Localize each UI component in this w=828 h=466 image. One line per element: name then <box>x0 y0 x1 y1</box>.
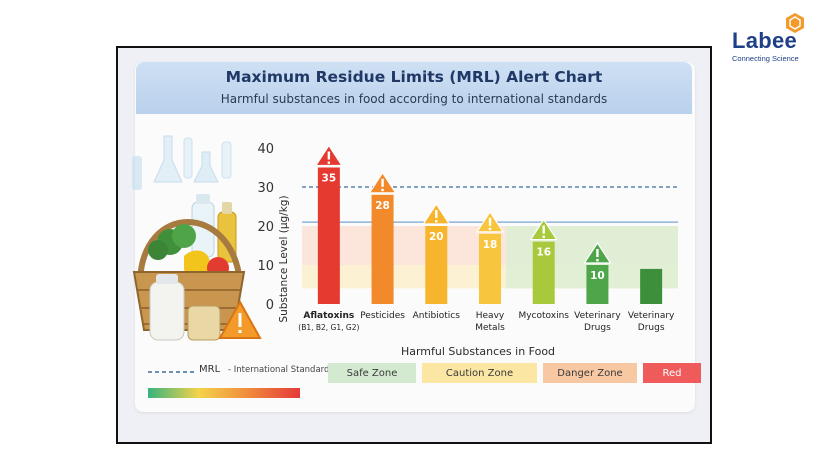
y-tick-label: 20 <box>258 220 274 235</box>
warning-icon-mark <box>327 151 331 160</box>
x-tick-label: Heavy <box>476 311 505 321</box>
bar <box>532 241 555 304</box>
brand-tagline: Connecting Science <box>732 54 799 63</box>
x-axis-labels: Aflatoxins (B1, B2, G1, G2)Pesticides Anti… <box>298 311 675 333</box>
y-tick-label: 10 <box>258 259 274 274</box>
warning-icon-dot <box>327 161 331 164</box>
x-tick-label: Veterinary <box>628 311 675 321</box>
y-tick-label: 30 <box>258 181 274 196</box>
y-tick-label: 0 <box>266 298 274 313</box>
warning-icon-mark <box>542 225 545 234</box>
warning-icon-dot <box>488 227 492 231</box>
mrl-line-swatch <box>148 371 196 373</box>
zone-legend-item: Caution Zone <box>422 363 537 383</box>
legend-mrl-label: MRL <box>199 364 221 375</box>
x-tick-label: Mycotoxins <box>518 311 569 321</box>
data-label: 28 <box>375 200 390 212</box>
data-label: 18 <box>483 239 498 251</box>
warning-icon-mark <box>488 217 492 226</box>
data-label: 20 <box>429 231 444 243</box>
x-tick-sublabel: Metals <box>475 323 505 333</box>
gradient-scale <box>148 388 300 398</box>
y-axis: 0 10 20 30 40 <box>258 142 678 313</box>
x-tick-sublabel: Drugs <box>584 323 611 333</box>
bar <box>317 167 340 304</box>
chart-header: Maximum Residue Limits (MRL) Alert Chart… <box>136 62 692 114</box>
warning-icon-mark <box>381 178 384 187</box>
data-label: 16 <box>536 247 551 259</box>
warning-icon-dot <box>596 259 599 262</box>
warning-icon-mark <box>596 249 599 257</box>
warning-icon-dot <box>542 235 545 238</box>
y-axis-title: Substance Level (µg/kg) <box>278 195 290 323</box>
chart-title: Maximum Residue Limits (MRL) Alert Chart <box>225 68 603 86</box>
zone-legend: Safe Zone Caution Zone Danger Zone Red <box>328 363 701 385</box>
x-tick-label: Aflatoxins <box>303 311 354 321</box>
warning-icon-dot <box>381 188 384 192</box>
x-axis-title: Harmful Substances in Food <box>400 345 556 358</box>
zone-legend-item: Red <box>643 363 701 383</box>
chart-frame: Maximum Residue Limits (MRL) Alert Chart… <box>116 46 712 444</box>
data-label: 35 <box>322 173 337 185</box>
warning-icon-dot <box>435 220 438 223</box>
bar <box>586 265 609 304</box>
bar <box>425 226 448 304</box>
x-tick-label: Antibiotics <box>413 311 461 321</box>
bar-chart: 0 10 20 30 40 35 28 20 18 16 10 Aflatoxins (B1, B2… <box>258 142 678 333</box>
legend-mrl-desc: - International Standard <box>228 365 330 375</box>
x-tick-sublabel: Drugs <box>638 323 665 333</box>
bars: 35 28 20 18 16 10 <box>314 144 663 304</box>
y-tick-label: 40 <box>258 142 274 157</box>
food-basket-illustration <box>132 135 262 341</box>
x-tick-label: Pesticides <box>360 311 405 321</box>
x-tick-sublabel: (B1, B2, G1, G2) <box>298 323 359 332</box>
zone-legend-item: Danger Zone <box>543 363 637 383</box>
data-label: 10 <box>590 270 605 282</box>
chart-subtitle: Harmful substances in food according to … <box>220 92 608 106</box>
bar <box>479 233 501 304</box>
lab-glassware-icon <box>132 135 232 190</box>
warning-icon-mark <box>435 210 438 218</box>
hexagon-icon <box>786 13 804 33</box>
zone-legend-item: Safe Zone <box>328 363 416 383</box>
warning-icon <box>218 299 262 339</box>
bar <box>371 194 394 304</box>
x-tick-label: Veterinary <box>574 311 621 321</box>
brand-name: Labee <box>732 28 798 53</box>
brand-logo: Labee Connecting Science <box>730 12 812 63</box>
legend: MRL - International Standard Safe Zone Ca… <box>148 363 701 403</box>
bar <box>640 268 663 304</box>
